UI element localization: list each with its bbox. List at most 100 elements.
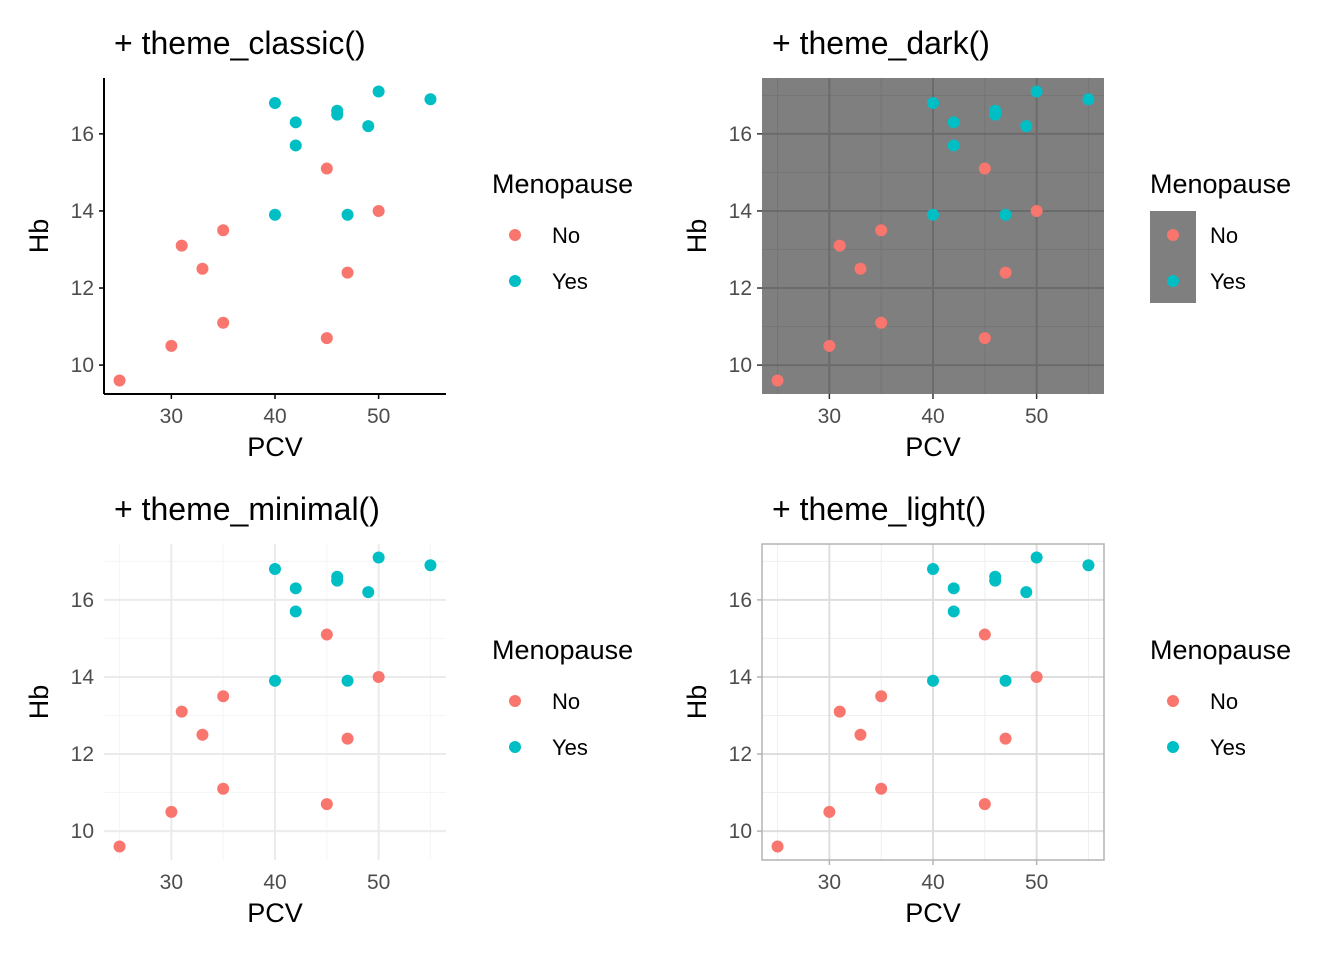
x-tick-label: 40: [921, 871, 944, 894]
data-point-yes: [1030, 85, 1043, 98]
x-tick-label: 40: [921, 405, 944, 428]
y-tick-label: 16: [71, 589, 94, 612]
data-point-no: [875, 782, 888, 795]
data-point-no: [823, 805, 836, 818]
legend-label-no: No: [552, 689, 580, 714]
data-point-no: [1030, 670, 1043, 683]
legend-title: Menopause: [1150, 635, 1291, 665]
data-point-no: [341, 732, 354, 745]
y-tick-label: 16: [71, 123, 94, 146]
y-tick-label: 14: [729, 200, 753, 223]
chart-title: + theme_light(): [772, 491, 986, 527]
data-point-no: [217, 690, 230, 703]
data-point-yes: [269, 97, 281, 110]
data-point-yes: [289, 582, 302, 595]
data-point-no: [978, 628, 991, 641]
y-tick-label: 12: [729, 277, 752, 300]
data-point-no: [217, 316, 230, 329]
x-tick-label: 50: [367, 871, 390, 894]
data-point-yes: [947, 582, 960, 595]
legend: Menopause No Yes: [1150, 635, 1291, 760]
data-point-yes: [989, 570, 1002, 583]
data-point-no: [113, 840, 126, 853]
data-point-no: [999, 732, 1012, 745]
data-point-yes: [269, 674, 281, 687]
legend-label-no: No: [552, 223, 580, 248]
x-tick-label: 30: [160, 871, 183, 894]
legend-label-no: No: [1210, 689, 1238, 714]
data-point-no: [978, 798, 991, 811]
data-point-yes: [999, 208, 1012, 221]
data-point-yes: [927, 563, 939, 576]
x-tick-label: 30: [818, 405, 841, 428]
data-point-yes: [947, 605, 960, 618]
data-point-no: [372, 670, 385, 683]
data-point-no: [175, 705, 188, 718]
y-tick-label: 14: [729, 666, 753, 689]
data-point-yes: [947, 139, 960, 152]
series-yes: [927, 551, 1095, 687]
y-axis-title: Hb: [682, 685, 712, 720]
data-point-no: [999, 266, 1012, 279]
legend-key-background: [1150, 211, 1196, 303]
data-point-no: [854, 262, 867, 275]
legend: Menopause No Yes: [1150, 169, 1291, 303]
legend-title: Menopause: [492, 635, 633, 665]
series-yes: [269, 551, 437, 687]
data-point-no: [833, 239, 846, 252]
data-point-yes: [341, 208, 354, 221]
x-tick-label: 40: [263, 405, 286, 428]
data-point-no: [113, 374, 126, 387]
x-tick-label: 30: [160, 405, 183, 428]
data-point-no: [217, 782, 230, 795]
x-tick-label: 50: [1025, 405, 1048, 428]
y-tick-label: 14: [71, 666, 95, 689]
series-no: [113, 628, 385, 853]
y-tick-label: 12: [71, 743, 94, 766]
y-tick-label: 10: [729, 354, 752, 377]
data-point-yes: [289, 116, 302, 129]
data-point-no: [341, 266, 354, 279]
data-point-yes: [927, 208, 939, 221]
data-point-yes: [331, 570, 344, 583]
data-point-yes: [289, 139, 302, 152]
data-point-no: [320, 798, 333, 811]
y-tick-label: 12: [71, 277, 94, 300]
series-yes: [927, 85, 1095, 221]
data-point-yes: [269, 208, 281, 221]
y-tick-label: 16: [729, 123, 752, 146]
data-point-yes: [1020, 586, 1033, 599]
legend: Menopause No Yes: [492, 169, 633, 294]
legend-key-yes: [1167, 741, 1179, 753]
data-point-no: [978, 332, 991, 345]
chart-panel-classic: + theme_classic() 30 40 50 10 12 14 16 PCV Hb Meno…: [24, 25, 633, 462]
x-tick-label: 30: [818, 871, 841, 894]
chart-title: + theme_classic(): [114, 25, 366, 61]
legend-title: Menopause: [1150, 169, 1291, 199]
x-axis-title: PCV: [905, 898, 961, 928]
x-axis-title: PCV: [247, 898, 303, 928]
y-axis-title: Hb: [682, 219, 712, 254]
chart-panel-light: + theme_light() 30 40 50 10 12 14 16 PCV Hb Menopa…: [682, 491, 1291, 928]
data-point-yes: [372, 551, 385, 564]
legend-label-yes: Yes: [552, 735, 588, 760]
data-point-no: [175, 239, 188, 252]
legend-key-no: [509, 229, 521, 241]
data-point-no: [165, 805, 178, 818]
legend-key-yes: [509, 741, 521, 753]
chart-panel-minimal: + theme_minimal() 30 40 50 10 12 14 16 PCV Hb Meno…: [24, 491, 633, 928]
data-point-yes: [927, 674, 939, 687]
data-point-yes: [947, 116, 960, 129]
y-tick-label: 10: [729, 820, 752, 843]
x-axis-title: PCV: [905, 432, 961, 462]
data-point-no: [320, 332, 333, 345]
series-no: [771, 162, 1043, 387]
data-point-no: [1030, 204, 1043, 217]
legend-label-yes: Yes: [1210, 269, 1246, 294]
data-point-no: [165, 339, 178, 352]
data-point-no: [320, 628, 333, 641]
y-tick-label: 16: [729, 589, 752, 612]
legend-key-no: [509, 695, 521, 707]
data-point-yes: [372, 85, 385, 98]
